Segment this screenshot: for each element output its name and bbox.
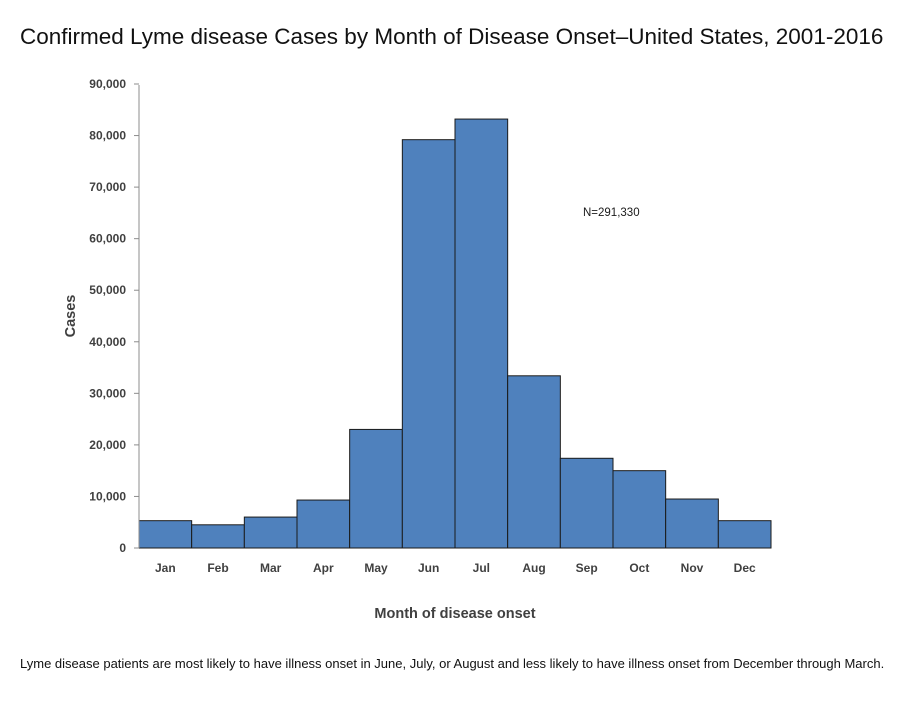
x-axis-title: Month of disease onset bbox=[374, 606, 535, 622]
y-tick-label: 70,000 bbox=[89, 180, 126, 194]
bar-sep bbox=[559, 457, 614, 549]
y-tick-label: 60,000 bbox=[89, 232, 126, 246]
y-tick-label: 40,000 bbox=[89, 335, 126, 349]
x-tick-label-dec: Dec bbox=[734, 561, 756, 575]
bar-jun bbox=[401, 139, 456, 549]
total-cases-annotation: N=291,330 bbox=[583, 207, 640, 219]
bar-mar bbox=[243, 516, 298, 549]
y-tick-label: 20,000 bbox=[89, 438, 126, 452]
y-tick-label: 50,000 bbox=[89, 283, 126, 297]
x-tick-label-mar: Mar bbox=[260, 561, 282, 575]
x-tick-label-sep: Sep bbox=[576, 561, 598, 575]
x-tick-label-aug: Aug bbox=[522, 561, 545, 575]
bar-jul bbox=[454, 118, 509, 549]
x-tick-label-jan: Jan bbox=[155, 561, 176, 575]
x-ticks-layer: Jan Feb Mar Apr May Jun Jul Aug Sep Oct Nov Dec bbox=[155, 561, 756, 575]
bar-may bbox=[349, 428, 403, 549]
bar-apr bbox=[296, 499, 351, 549]
bars-layer bbox=[138, 118, 772, 549]
bar-feb bbox=[191, 524, 245, 549]
x-tick-label-apr: Apr bbox=[313, 561, 334, 575]
y-tick-label: 90,000 bbox=[89, 77, 126, 91]
x-tick-label-oct: Oct bbox=[629, 561, 649, 575]
y-axis-title: Cases bbox=[63, 295, 79, 338]
x-tick-label-jun: Jun bbox=[418, 561, 439, 575]
chart-caption: Lyme disease patients are most likely to… bbox=[20, 656, 885, 671]
page-title: Confirmed Lyme disease Cases by Month of… bbox=[20, 24, 884, 49]
y-tick-label: 10,000 bbox=[89, 489, 126, 503]
bar-dec bbox=[717, 520, 772, 549]
bar-oct bbox=[612, 470, 667, 549]
bar-nov bbox=[665, 498, 719, 549]
x-tick-label-jul: Jul bbox=[473, 561, 490, 575]
x-tick-label-nov: Nov bbox=[681, 561, 704, 575]
x-tick-label-may: May bbox=[364, 561, 388, 575]
x-tick-label-feb: Feb bbox=[207, 561, 228, 575]
y-ticks-layer: 0 10,000 20,000 30,000 40,000 50,000 60,000 70,… bbox=[89, 77, 139, 555]
bar-jan bbox=[138, 520, 193, 549]
y-tick-label: 80,000 bbox=[89, 129, 126, 143]
y-tick-label: 30,000 bbox=[89, 386, 126, 400]
y-tick-label: 0 bbox=[119, 541, 126, 555]
bar-aug bbox=[507, 375, 561, 549]
lyme-cases-chart: 0 10,000 20,000 30,000 40,000 50,000 60,000 70,… bbox=[63, 77, 772, 622]
